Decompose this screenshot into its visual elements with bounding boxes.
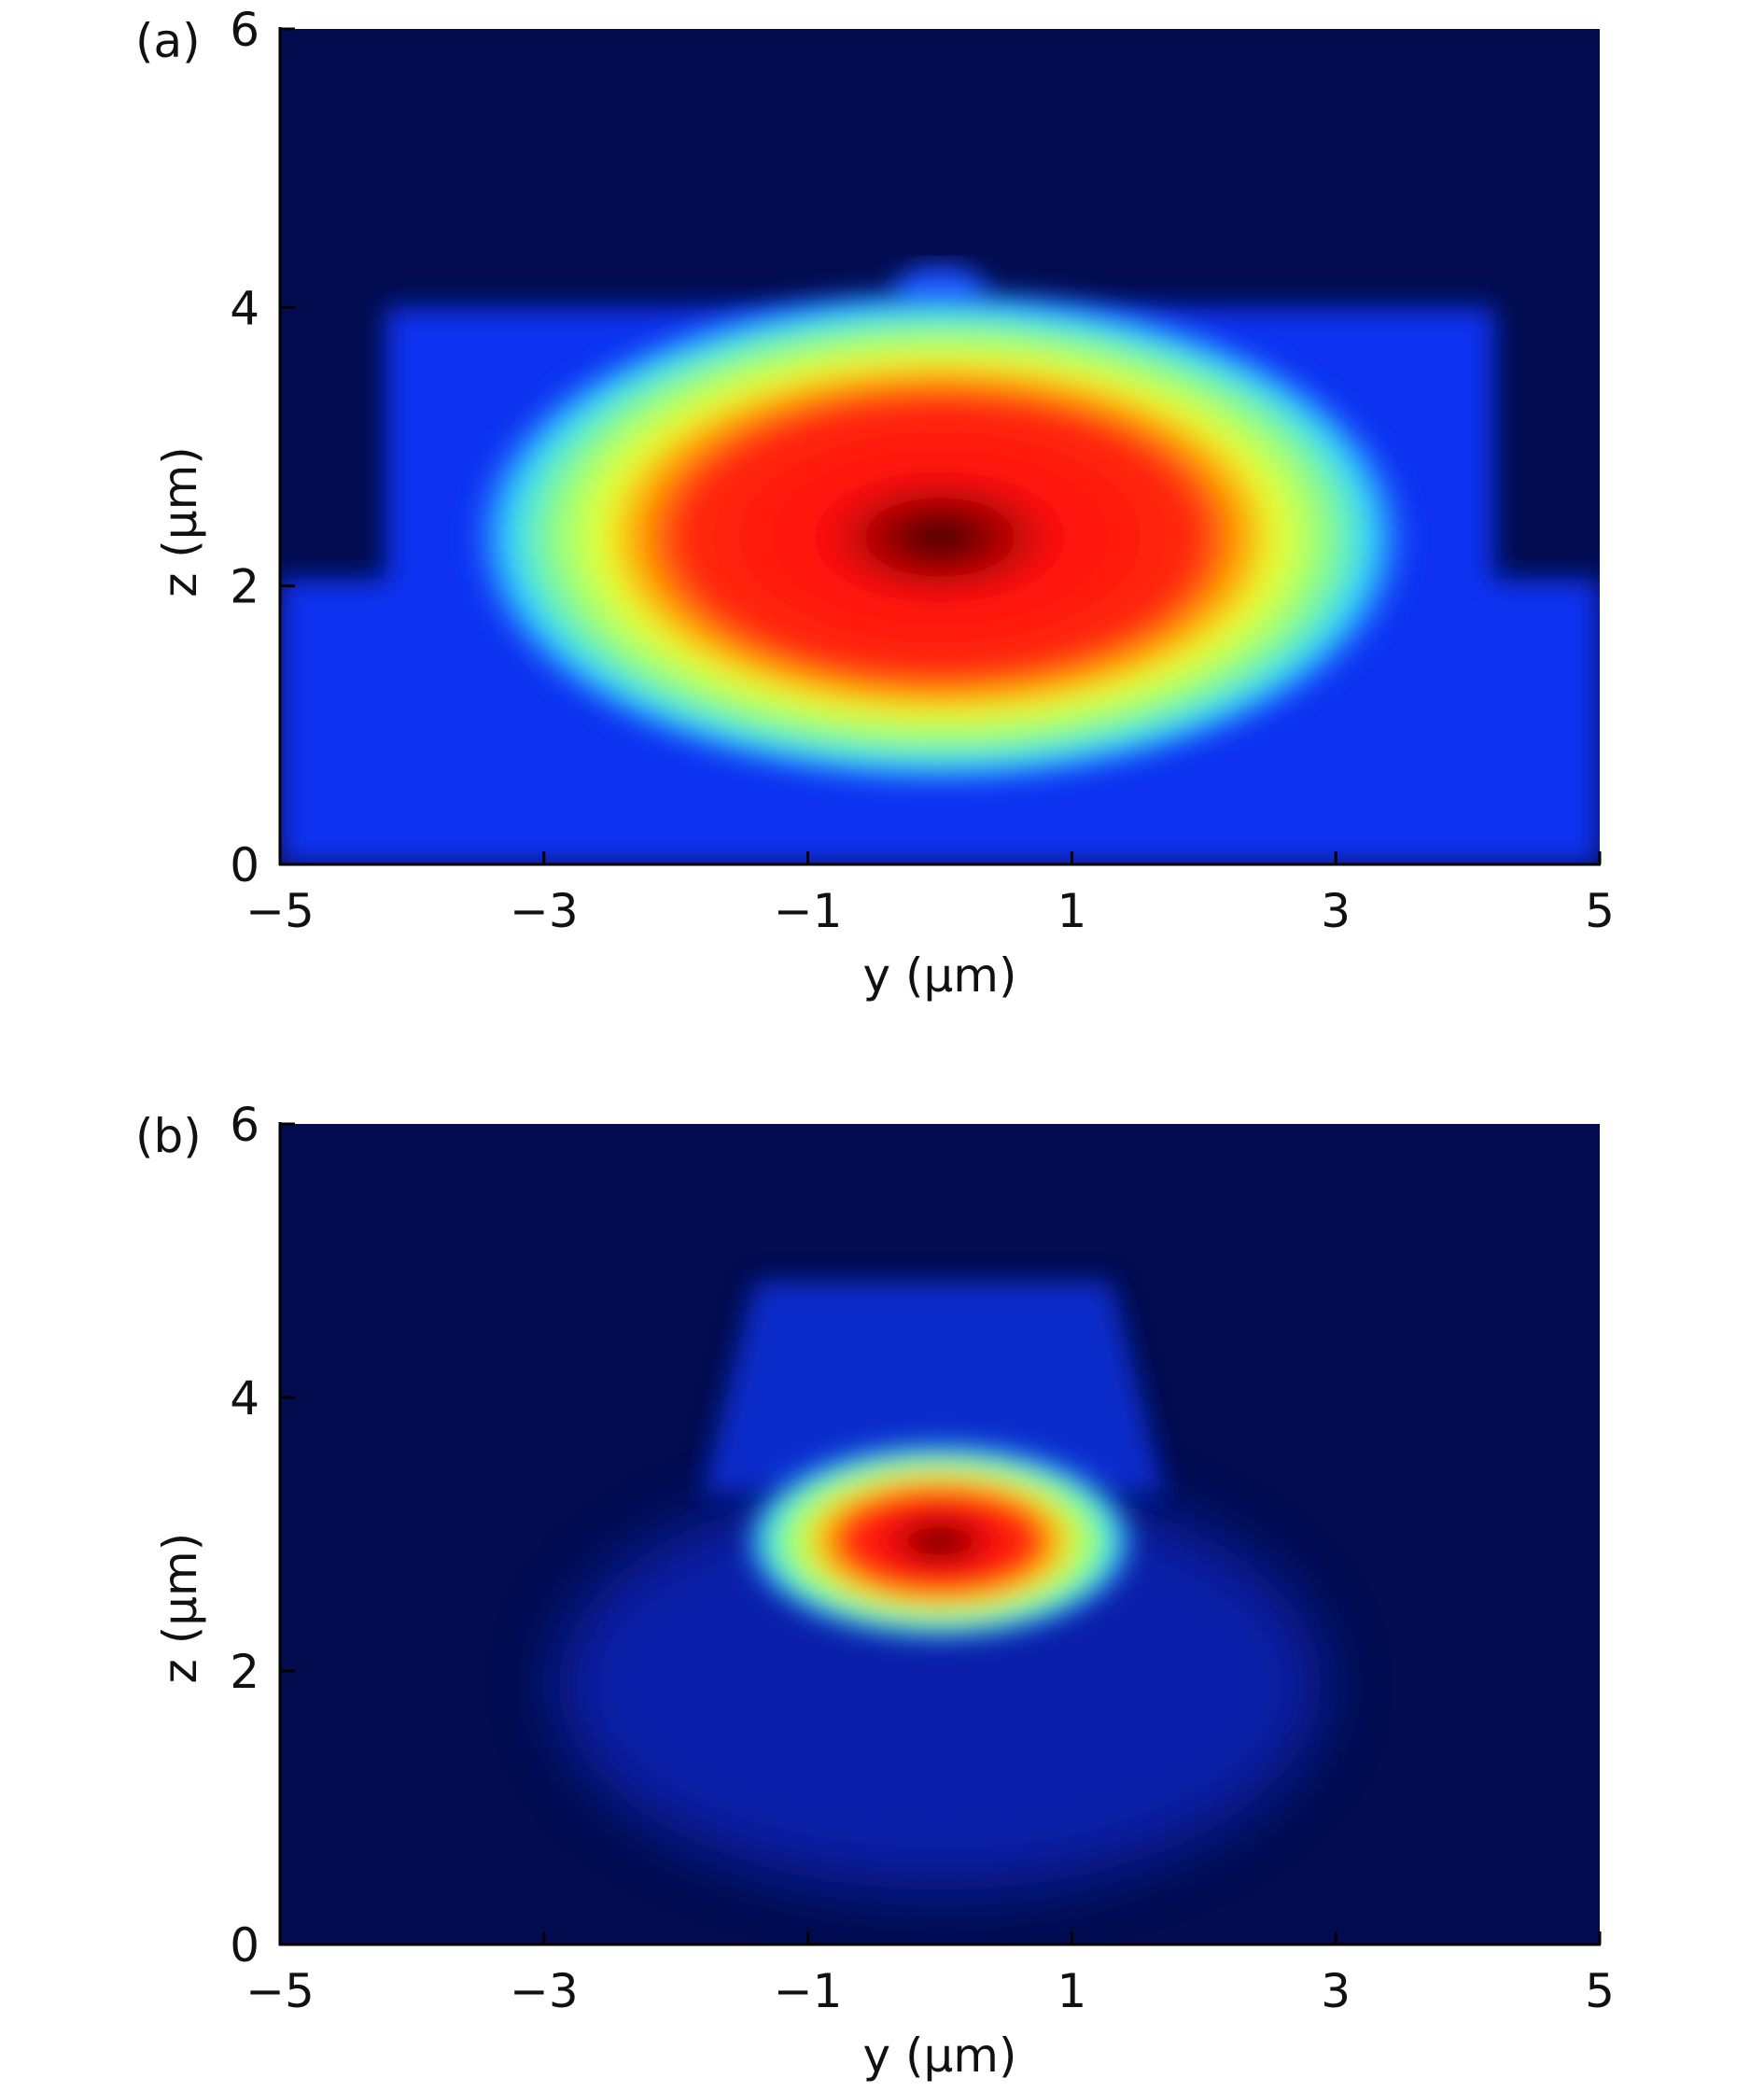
y-axis-label: z (μm) <box>153 446 207 597</box>
y-tick-label: 0 <box>230 838 259 892</box>
y-tick-label: 6 <box>230 3 259 57</box>
y-tick-label: 6 <box>230 1098 259 1152</box>
x-tick-label: −3 <box>510 884 579 938</box>
x-tick-label: 5 <box>1585 884 1615 938</box>
y-tick-label: 0 <box>230 1918 259 1973</box>
field-mode <box>744 1442 1136 1640</box>
x-tick-label: 3 <box>1321 1964 1351 2018</box>
x-axis-label: y (μm) <box>862 948 1016 1003</box>
x-tick-label: −1 <box>774 1964 843 2018</box>
x-tick-label: −5 <box>245 884 315 938</box>
panel-label: (b) <box>135 1109 202 1163</box>
y-tick-label: 4 <box>230 1371 259 1425</box>
panel: −5 −3 −1 1 3 5 0 2 4 6 y (μm) z (μm) (b) <box>135 1098 1615 2083</box>
x-tick-label: −3 <box>510 1964 579 2018</box>
field-halo <box>556 1479 1323 1890</box>
x-axis-label: y (μm) <box>862 2029 1016 2083</box>
x-tick-label: 1 <box>1057 884 1086 938</box>
x-tick-label: −1 <box>774 884 843 938</box>
y-axis-label: z (μm) <box>153 1533 207 1684</box>
y-tick-label: 2 <box>230 560 259 614</box>
field-mode <box>471 288 1408 785</box>
y-tick-label: 4 <box>230 281 259 335</box>
x-tick-label: 5 <box>1585 1964 1615 2018</box>
heatmap <box>280 1124 1600 1945</box>
panel-label: (a) <box>135 14 201 68</box>
y-tick-label: 2 <box>230 1645 259 1699</box>
panel: −5 −3 −1 1 3 5 0 2 4 6 y (μm) z (μm) (a) <box>135 3 1615 1003</box>
x-tick-label: 3 <box>1321 884 1351 938</box>
field-region <box>702 1281 1165 1494</box>
x-tick-label: −5 <box>245 1964 315 2018</box>
heatmap <box>280 29 1600 864</box>
x-tick-label: 1 <box>1057 1964 1086 2018</box>
